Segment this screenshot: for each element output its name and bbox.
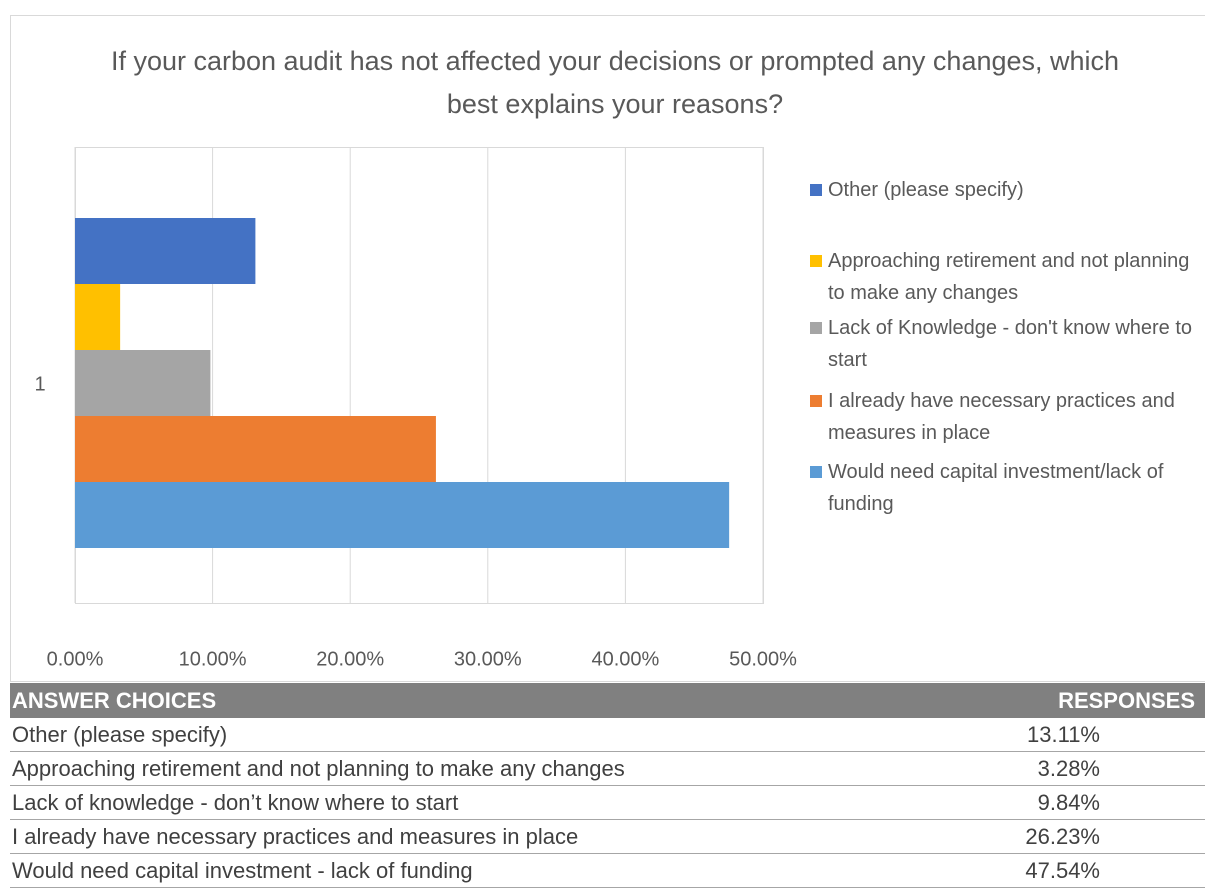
legend-swatch [810, 395, 822, 407]
legend-item: Would need capital investment/lack of fu… [810, 456, 1202, 520]
legend-label: I already have necessary practices and m… [828, 390, 1175, 444]
bar [75, 218, 256, 284]
legend-item: Lack of Knowledge - don't know where to … [810, 312, 1202, 376]
x-tick-label: 0.00% [47, 648, 104, 670]
table-cell: 26.23% [933, 819, 1205, 854]
table-header: ANSWER CHOICES RESPONSES [10, 683, 1205, 718]
legend-swatch [810, 322, 822, 334]
bar [75, 482, 730, 548]
x-tick-label: 40.00% [591, 648, 659, 670]
x-tick-label: 10.00% [179, 648, 247, 670]
bar [75, 284, 121, 350]
legend-swatch [810, 466, 822, 478]
table-cell: 47.54% [933, 853, 1205, 888]
chart: 0.00% 10.00% 20.00% 30.00% 40.00% 50.00% 1 [10, 15, 1205, 682]
legend-item: I already have necessary practices and m… [810, 385, 1202, 449]
table-cell: Lack of knowledge - don’t know where to … [10, 785, 934, 820]
table-row: I already have necessary practices and m… [10, 819, 1205, 854]
table-row: Lack of knowledge - don’t know where to … [10, 785, 1205, 820]
chart-frame [10, 15, 1205, 682]
x-tick-label: 20.00% [316, 648, 384, 670]
table-cell: 3.28% [933, 751, 1205, 786]
legend-swatch [810, 184, 822, 196]
table-cell: I already have necessary practices and m… [10, 819, 934, 854]
table-cell: 13.11% [933, 718, 1205, 752]
table-row: Would need capital investment - lack of … [10, 853, 1205, 888]
chart-title: If your carbon audit has not affected yo… [110, 46, 1120, 119]
header-cell: ANSWER CHOICES [10, 683, 934, 718]
legend-label: Other (please specify) [828, 179, 1024, 201]
legend-item: Other (please specify) [810, 174, 1202, 206]
table-cell: Would need capital investment - lack of … [10, 853, 934, 888]
legend-label: Would need capital investment/lack of fu… [828, 461, 1164, 515]
x-tick-label: 30.00% [454, 648, 522, 670]
legend-label: Approaching retirement and not planning … [828, 250, 1190, 304]
x-tick-label: 50.00% [729, 648, 797, 670]
bar [75, 350, 211, 416]
table-row: Approaching retirement and not planning … [10, 751, 1205, 786]
table-row: Other (please specify) 13.11% [10, 718, 1205, 752]
response-table: ANSWER CHOICES RESPONSES Other (please spe… [10, 683, 1205, 888]
table-cell: 9.84% [933, 785, 1205, 820]
legend-swatch [810, 255, 822, 267]
y-tick-label: 1 [34, 373, 45, 395]
legend-item: Approaching retirement and not planning … [810, 245, 1202, 309]
bar [75, 416, 436, 482]
table-cell: Approaching retirement and not planning … [10, 751, 934, 786]
table-cell: Other (please specify) [10, 718, 934, 752]
legend-label: Lack of Knowledge - don't know where to … [828, 317, 1193, 371]
header-cell: RESPONSES [933, 683, 1205, 718]
